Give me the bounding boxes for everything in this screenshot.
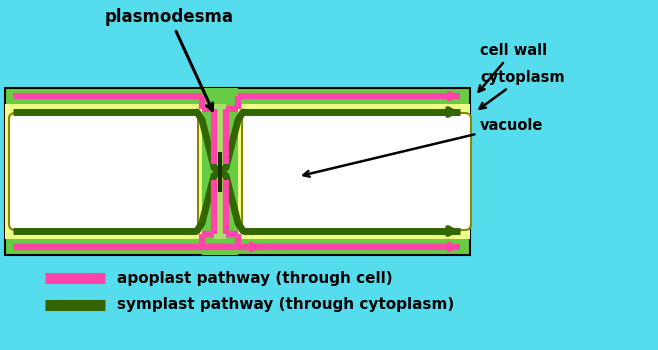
- Text: vacuole: vacuole: [303, 118, 544, 177]
- Text: symplast pathway (through cytoplasm): symplast pathway (through cytoplasm): [117, 298, 454, 313]
- Text: plasmodesma: plasmodesma: [105, 8, 234, 110]
- Text: cell wall: cell wall: [478, 43, 547, 92]
- FancyBboxPatch shape: [242, 113, 471, 230]
- Text: apoplast pathway (through cell): apoplast pathway (through cell): [117, 271, 393, 286]
- Bar: [202, 88, 238, 255]
- FancyBboxPatch shape: [9, 113, 198, 230]
- Bar: [5, 88, 470, 255]
- Bar: [214, 104, 226, 239]
- Text: cytoplasm: cytoplasm: [480, 70, 565, 109]
- Bar: [5, 104, 470, 239]
